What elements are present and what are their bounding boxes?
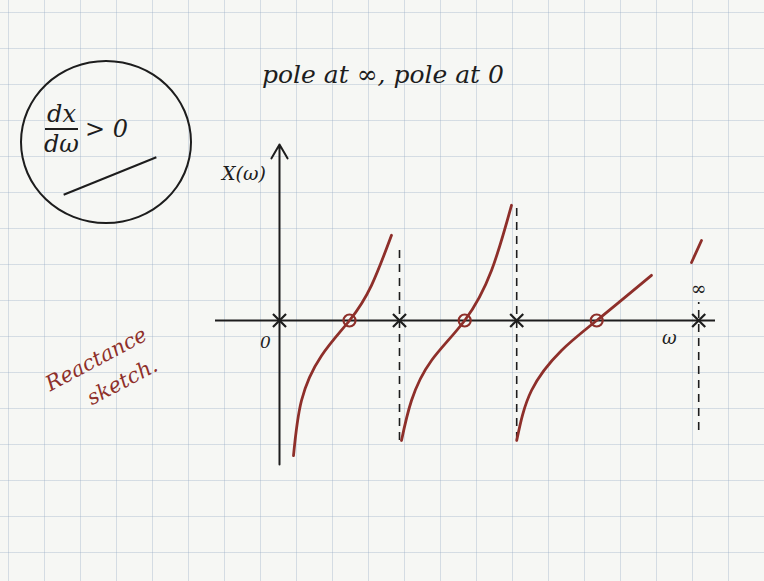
html-text:Reactance: Reactance — [41, 322, 151, 396]
html-text:sketch.: sketch. — [82, 352, 162, 410]
html-text:pole at ∞, pole at 0: pole at ∞, pole at 0 — [262, 60, 504, 89]
svg-text:0: 0 — [260, 332, 271, 352]
html-text:ω: ω — [662, 327, 677, 348]
html-text:dω: dω — [44, 130, 79, 158]
html-text:> 0: > 0 — [84, 115, 128, 143]
html-text:X(ω): X(ω) — [222, 162, 266, 184]
svg-text:∞: ∞ — [691, 277, 707, 299]
html-text:dx: dx — [47, 100, 76, 128]
